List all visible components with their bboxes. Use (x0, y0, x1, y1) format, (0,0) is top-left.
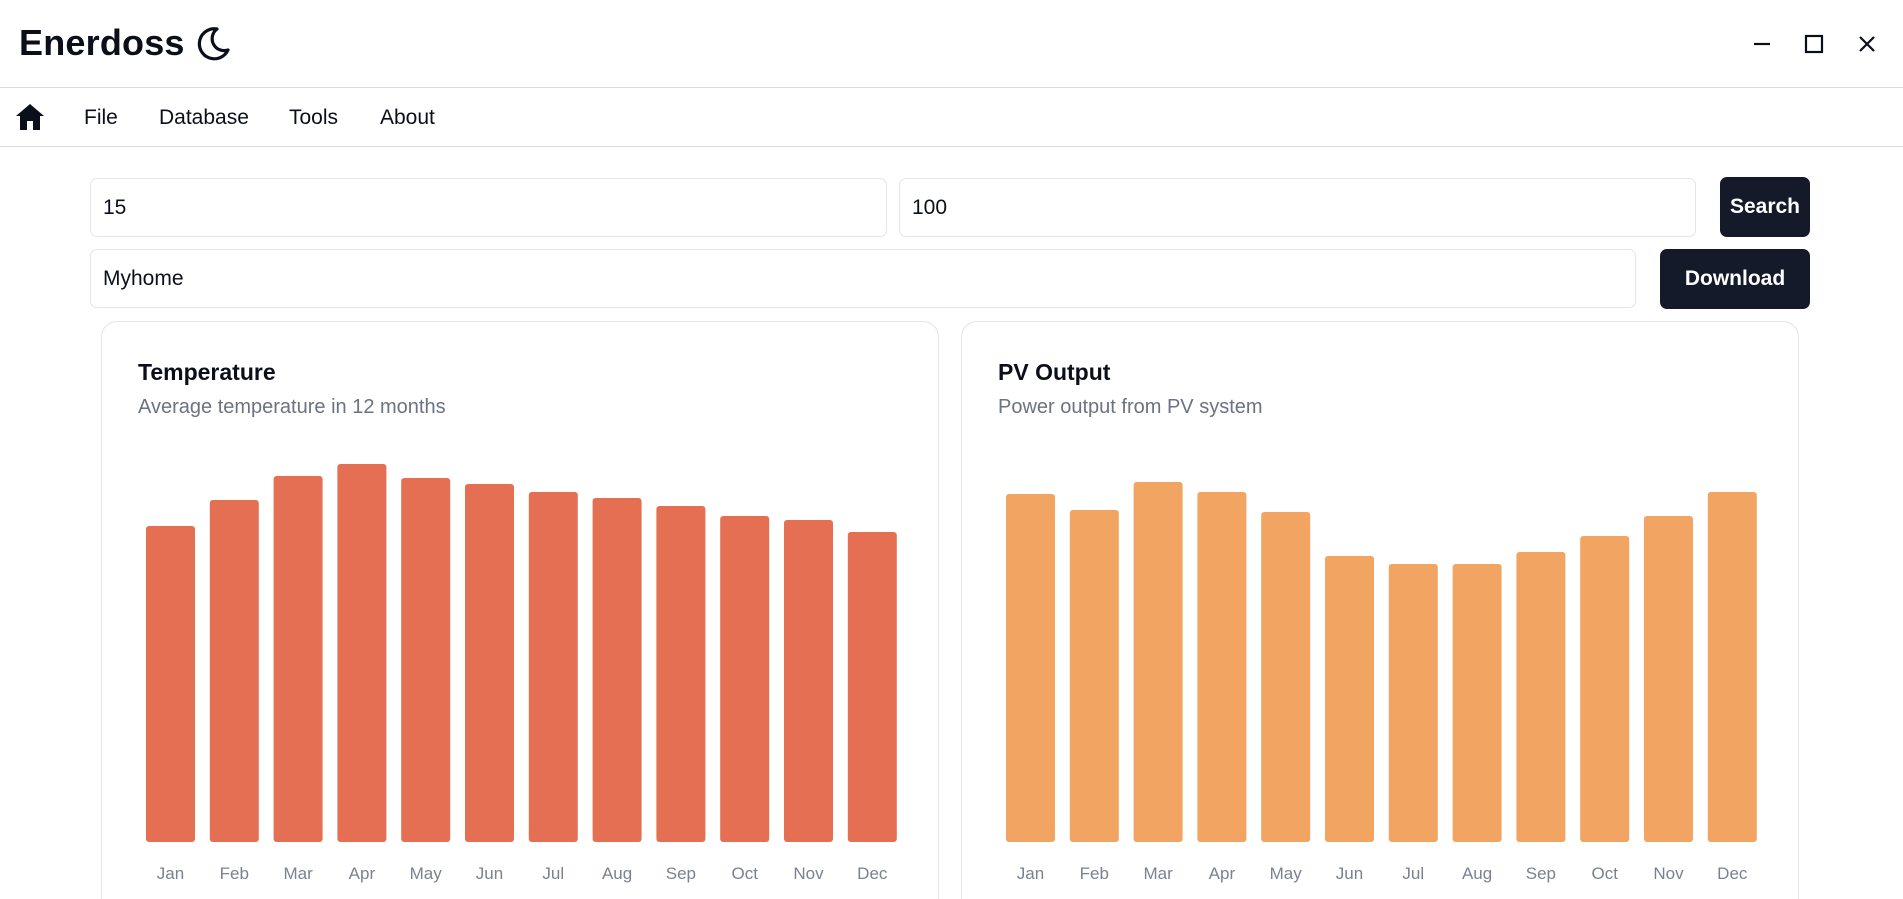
bar-jul (528, 492, 578, 842)
home-icon[interactable] (14, 101, 46, 133)
x-tick-mar: Mar (283, 864, 313, 883)
x-tick-jul: Jul (542, 864, 564, 883)
bar-oct (720, 516, 770, 842)
search-button[interactable]: Search (1720, 177, 1810, 237)
bar-dec (1707, 492, 1757, 842)
app-title: Enerdoss (19, 22, 185, 63)
menu-bar: File Database Tools About (0, 88, 1903, 147)
pv-output-subtitle: Power output from PV system (998, 396, 1263, 418)
x-tick-feb: Feb (1080, 864, 1109, 883)
temperature-subtitle: Average temperature in 12 months (138, 396, 446, 418)
minimize-icon (1754, 42, 1770, 46)
menu-about[interactable]: About (380, 106, 435, 129)
temperature-chart: Jan Feb Mar Apr May Jun Jul Aug Sep Oct Nov Dec (146, 464, 897, 883)
menu-file[interactable]: File (84, 106, 118, 129)
bar-nov (1644, 516, 1693, 842)
bar-sep (656, 506, 706, 842)
bar-jan (1006, 494, 1055, 842)
bar-aug (592, 498, 642, 842)
moon-icon[interactable] (193, 24, 233, 64)
x-tick-feb: Feb (220, 864, 249, 883)
x-tick-jan: Jan (157, 864, 184, 883)
minimize-button[interactable] (1746, 28, 1778, 60)
bar-mar (1133, 482, 1183, 842)
bar-dec (847, 532, 897, 842)
pv-output-chart: Jan Feb Mar Apr May Jun Jul Aug Sep Oct Nov Dec (1006, 482, 1757, 883)
bar-jul (1388, 564, 1438, 842)
x-tick-sep: Sep (1526, 864, 1556, 883)
x-tick-jan: Jan (1017, 864, 1044, 883)
download-button[interactable]: Download (1660, 249, 1810, 309)
x-tick-dec: Dec (857, 864, 888, 883)
bar-apr (1197, 492, 1247, 842)
bar-oct (1580, 536, 1630, 842)
x-tick-nov: Nov (1653, 864, 1684, 883)
x-tick-jul: Jul (1402, 864, 1424, 883)
maximize-icon (1804, 34, 1824, 54)
bar-sep (1516, 552, 1566, 842)
x-tick-may: May (1270, 864, 1303, 883)
bar-feb (209, 500, 259, 842)
temperature-card: Temperature Average temperature in 12 mo… (101, 321, 939, 899)
x-tick-oct: Oct (1591, 864, 1618, 883)
bar-aug (1452, 564, 1502, 842)
close-icon (1859, 36, 1875, 52)
menu-database[interactable]: Database (159, 106, 249, 129)
bar-mar (273, 476, 323, 842)
location-name-input[interactable] (90, 249, 1636, 308)
x-tick-jun: Jun (476, 864, 503, 883)
x-tick-jun: Jun (1336, 864, 1363, 883)
close-button[interactable] (1851, 28, 1883, 60)
title-bar: Enerdoss (0, 0, 1903, 88)
x-tick-nov: Nov (793, 864, 824, 883)
x-tick-sep: Sep (666, 864, 696, 883)
bar-apr (337, 464, 387, 842)
bar-may (401, 478, 451, 842)
bar-feb (1069, 510, 1119, 842)
x-tick-dec: Dec (1717, 864, 1748, 883)
bar-jun (465, 484, 514, 842)
longitude-input[interactable] (899, 178, 1696, 237)
bar-jun (1325, 556, 1374, 842)
x-tick-aug: Aug (602, 864, 632, 883)
bar-jan (146, 526, 195, 842)
x-tick-mar: Mar (1143, 864, 1173, 883)
x-tick-aug: Aug (1462, 864, 1492, 883)
menu-tools[interactable]: Tools (289, 106, 339, 129)
temperature-title: Temperature (138, 359, 276, 385)
x-tick-apr: Apr (1209, 864, 1236, 883)
latitude-input[interactable] (90, 178, 887, 237)
bar-nov (784, 520, 833, 842)
bar-may (1261, 512, 1311, 842)
pv-output-card: PV Output Power output from PV system Ja… (961, 321, 1799, 899)
x-tick-oct: Oct (731, 864, 758, 883)
x-tick-may: May (410, 864, 443, 883)
pv-output-title: PV Output (998, 359, 1111, 385)
maximize-button[interactable] (1798, 28, 1830, 60)
x-tick-apr: Apr (349, 864, 376, 883)
